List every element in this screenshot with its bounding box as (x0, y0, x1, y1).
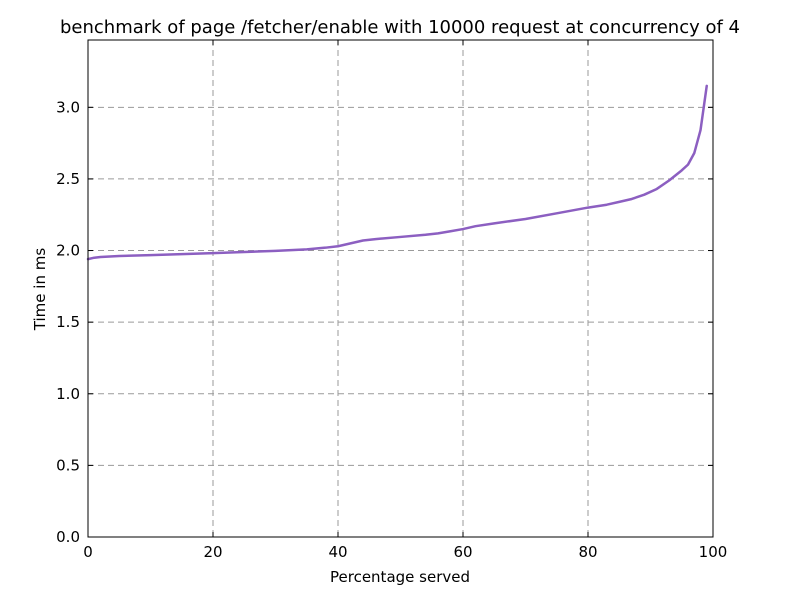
axis-ticks: 0 20 40 60 80 100 0.0 0.5 1.0 1.5 2.0 2.5 3.0 (56, 40, 727, 561)
y-tick-label: 0.0 (56, 528, 80, 546)
x-axis-label: Percentage served (330, 568, 470, 586)
y-tick-label: 3.0 (56, 98, 80, 116)
y-tick-label: 1.5 (56, 313, 80, 331)
x-tick-label: 40 (328, 543, 347, 561)
series-layer (86, 84, 708, 261)
x-tick-label: 60 (453, 543, 472, 561)
x-tick-label: 0 (83, 543, 93, 561)
chart-title: benchmark of page /fetcher/enable with 1… (60, 17, 740, 38)
plot-frame (87, 39, 714, 538)
y-tick-label: 2.5 (56, 170, 80, 188)
y-tick-label: 2.0 (56, 242, 80, 260)
x-tick-label: 100 (699, 543, 728, 561)
x-tick-label: 20 (203, 543, 222, 561)
y-tick-label: 1.0 (56, 385, 80, 403)
series-line (86, 84, 708, 261)
grid-lines (88, 40, 713, 537)
x-tick-label: 80 (578, 543, 597, 561)
y-tick-label: 0.5 (56, 456, 80, 474)
y-axis-label: Time in ms (31, 248, 49, 332)
